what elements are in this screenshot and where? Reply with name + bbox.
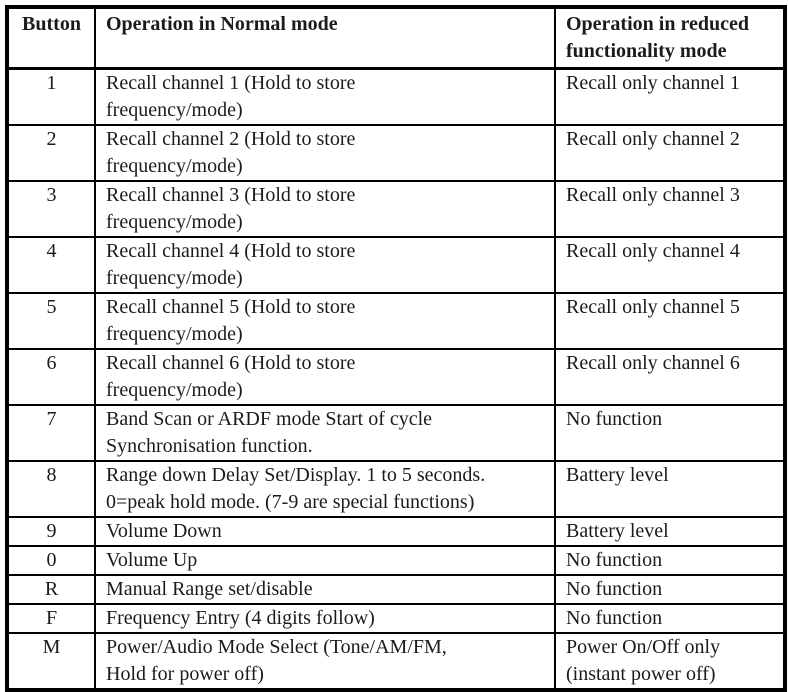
button-cell: 8 (6, 460, 96, 518)
reduced-mode-cell: Recall only channel 2 (554, 124, 786, 182)
table-row: 9 Volume Down Battery level (6, 516, 786, 547)
normal-mode-cell: Band Scan or ARDF mode Start of cycle Sy… (94, 404, 556, 462)
normal-mode-cell: Manual Range set/disable (94, 574, 556, 605)
button-operations-table: Button Operation in Normal mode Operatio… (5, 5, 787, 692)
reduced-mode-cell: Recall only channel 4 (554, 236, 786, 294)
button-cell: 3 (6, 180, 96, 238)
table-row: R Manual Range set/disable No function (6, 574, 786, 605)
button-cell: M (6, 632, 96, 691)
reduced-mode-cell: Recall only channel 6 (554, 348, 786, 406)
header-normal-mode: Operation in Normal mode (94, 6, 556, 70)
table-body: 1 Recall channel 1 (Hold to store freque… (6, 67, 786, 691)
table-row: 1 Recall channel 1 (Hold to store freque… (6, 67, 786, 126)
button-cell: 2 (6, 124, 96, 182)
reduced-mode-cell: Recall only channel 3 (554, 180, 786, 238)
normal-mode-cell: Recall channel 4 (Hold to store frequenc… (94, 236, 556, 294)
button-cell: 0 (6, 545, 96, 576)
normal-mode-cell: Recall channel 5 (Hold to store frequenc… (94, 292, 556, 350)
button-cell: 6 (6, 348, 96, 406)
table-row: 6 Recall channel 6 (Hold to store freque… (6, 348, 786, 406)
table-row: 7 Band Scan or ARDF mode Start of cycle … (6, 404, 786, 462)
reduced-mode-cell: No function (554, 404, 786, 462)
normal-mode-cell: Recall channel 3 (Hold to store frequenc… (94, 180, 556, 238)
table-header-row: Button Operation in Normal mode Operatio… (6, 6, 786, 70)
table-row: 5 Recall channel 5 (Hold to store freque… (6, 292, 786, 350)
table-row: 0 Volume Up No function (6, 545, 786, 576)
reduced-mode-cell: Battery level (554, 516, 786, 547)
normal-mode-cell: Power/Audio Mode Select (Tone/AM/FM, Hol… (94, 632, 556, 691)
header-reduced-mode: Operation in reduced functionality mode (554, 6, 786, 70)
table-row: M Power/Audio Mode Select (Tone/AM/FM, H… (6, 632, 786, 691)
reduced-mode-cell: Recall only channel 5 (554, 292, 786, 350)
button-cell: R (6, 574, 96, 605)
table-row: 3 Recall channel 3 (Hold to store freque… (6, 180, 786, 238)
normal-mode-cell: Recall channel 1 (Hold to store frequenc… (94, 67, 556, 126)
button-cell: 4 (6, 236, 96, 294)
button-cell: 7 (6, 404, 96, 462)
header-button: Button (6, 6, 96, 70)
normal-mode-cell: Recall channel 6 (Hold to store frequenc… (94, 348, 556, 406)
reduced-mode-cell: No function (554, 545, 786, 576)
button-cell: 5 (6, 292, 96, 350)
table-row: 2 Recall channel 2 (Hold to store freque… (6, 124, 786, 182)
reduced-mode-cell: Battery level (554, 460, 786, 518)
reduced-mode-cell: No function (554, 574, 786, 605)
table-row: F Frequency Entry (4 digits follow) No f… (6, 603, 786, 634)
normal-mode-cell: Volume Up (94, 545, 556, 576)
normal-mode-cell: Range down Delay Set/Display. 1 to 5 sec… (94, 460, 556, 518)
reduced-mode-cell: Power On/Off only (instant power off) (554, 632, 786, 691)
reduced-mode-cell: No function (554, 603, 786, 634)
button-cell: 1 (6, 67, 96, 126)
reduced-mode-cell: Recall only channel 1 (554, 67, 786, 126)
normal-mode-cell: Frequency Entry (4 digits follow) (94, 603, 556, 634)
button-cell: F (6, 603, 96, 634)
normal-mode-cell: Volume Down (94, 516, 556, 547)
normal-mode-cell: Recall channel 2 (Hold to store frequenc… (94, 124, 556, 182)
table-row: 8 Range down Delay Set/Display. 1 to 5 s… (6, 460, 786, 518)
table-row: 4 Recall channel 4 (Hold to store freque… (6, 236, 786, 294)
button-cell: 9 (6, 516, 96, 547)
